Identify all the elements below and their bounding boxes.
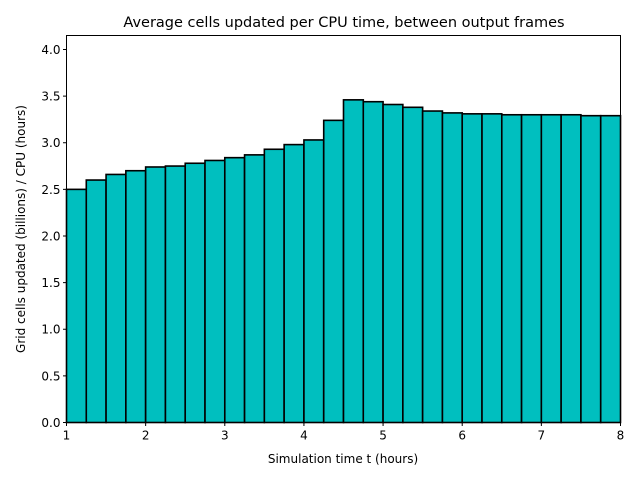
bar-22 <box>500 113 523 424</box>
x-tick-label-6: 7 <box>538 429 546 443</box>
x-tick-label-5: 6 <box>458 429 466 443</box>
bar-18 <box>421 110 444 424</box>
y-tick-label-1: 0.5 <box>41 369 60 383</box>
x-tick-label-7: 8 <box>617 429 625 443</box>
bar-5 <box>164 165 187 424</box>
bar-6 <box>184 162 206 424</box>
bar-4 <box>144 166 167 424</box>
y-tick-label-4: 2.0 <box>41 229 60 243</box>
plot-frame <box>66 35 621 423</box>
y-tick-label-6: 3.0 <box>41 136 60 150</box>
bar-8 <box>223 156 246 424</box>
bar-10 <box>263 148 285 424</box>
y-axis-label: Grid cells updated (billions) / CPU (hou… <box>14 105 28 353</box>
y-tick-label-0: 0.0 <box>41 416 60 430</box>
x-tick-label-1: 2 <box>142 429 150 443</box>
y-tick-label-7: 3.5 <box>41 90 60 104</box>
y-tick-label-2: 1.0 <box>41 323 60 337</box>
bar-23 <box>520 113 543 424</box>
bar-15 <box>362 100 384 424</box>
x-tick-label-4: 5 <box>379 429 387 443</box>
chart-title: Average cells updated per CPU time, betw… <box>123 15 564 31</box>
bar-26 <box>580 114 602 424</box>
bar-9 <box>243 154 266 424</box>
x-tick-label-2: 3 <box>221 429 229 443</box>
bar-19 <box>441 112 464 424</box>
bar-1 <box>85 179 107 424</box>
x-tick-label-0: 1 <box>63 429 71 443</box>
bar-13 <box>322 119 345 424</box>
bar-17 <box>402 106 424 424</box>
bar-12 <box>303 139 325 424</box>
y-tick-label-3: 1.5 <box>41 276 60 290</box>
bar-0 <box>65 188 88 424</box>
bar-2 <box>105 173 127 424</box>
y-tick-label-5: 2.5 <box>41 183 60 197</box>
y-tick-label-8: 4.0 <box>41 43 60 57</box>
bar-24 <box>540 113 562 424</box>
bar-25 <box>560 113 582 424</box>
bars-group <box>65 99 622 424</box>
x-axis-label: Simulation time t (hours) <box>268 452 418 466</box>
x-axis-ticks: 1 2 3 4 5 6 7 8 <box>63 422 625 443</box>
bar-21 <box>481 113 503 424</box>
bar-11 <box>283 143 305 424</box>
bar-3 <box>125 169 147 424</box>
bar-27 <box>599 114 622 424</box>
bar-14 <box>342 99 365 424</box>
y-axis-ticks: 0.0 0.5 1.0 1.5 2.0 2.5 3.0 3.5 4.0 <box>41 43 67 430</box>
bar-20 <box>461 113 483 424</box>
bar-16 <box>382 103 404 424</box>
bar-7 <box>204 159 226 424</box>
x-tick-label-3: 4 <box>300 429 308 443</box>
